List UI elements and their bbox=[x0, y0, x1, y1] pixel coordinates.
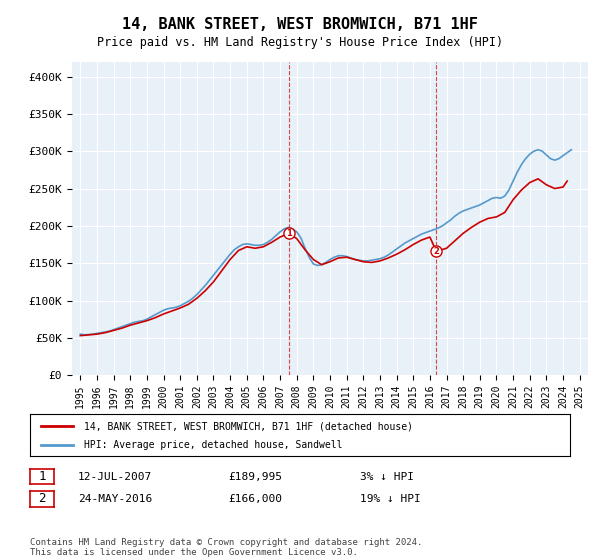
Text: 24-MAY-2016: 24-MAY-2016 bbox=[78, 494, 152, 504]
Text: 12-JUL-2007: 12-JUL-2007 bbox=[78, 472, 152, 482]
Text: Price paid vs. HM Land Registry's House Price Index (HPI): Price paid vs. HM Land Registry's House … bbox=[97, 36, 503, 49]
Text: £166,000: £166,000 bbox=[228, 494, 282, 504]
Text: 3% ↓ HPI: 3% ↓ HPI bbox=[360, 472, 414, 482]
Text: 1: 1 bbox=[286, 229, 292, 238]
Text: £189,995: £189,995 bbox=[228, 472, 282, 482]
Text: 14, BANK STREET, WEST BROMWICH, B71 1HF (detached house): 14, BANK STREET, WEST BROMWICH, B71 1HF … bbox=[84, 421, 413, 431]
Text: Contains HM Land Registry data © Crown copyright and database right 2024.
This d: Contains HM Land Registry data © Crown c… bbox=[30, 538, 422, 557]
Text: HPI: Average price, detached house, Sandwell: HPI: Average price, detached house, Sand… bbox=[84, 440, 343, 450]
Text: 1: 1 bbox=[38, 470, 46, 483]
Text: 14, BANK STREET, WEST BROMWICH, B71 1HF: 14, BANK STREET, WEST BROMWICH, B71 1HF bbox=[122, 17, 478, 32]
Text: 2: 2 bbox=[38, 492, 46, 506]
Text: 19% ↓ HPI: 19% ↓ HPI bbox=[360, 494, 421, 504]
Text: 2: 2 bbox=[433, 247, 439, 256]
